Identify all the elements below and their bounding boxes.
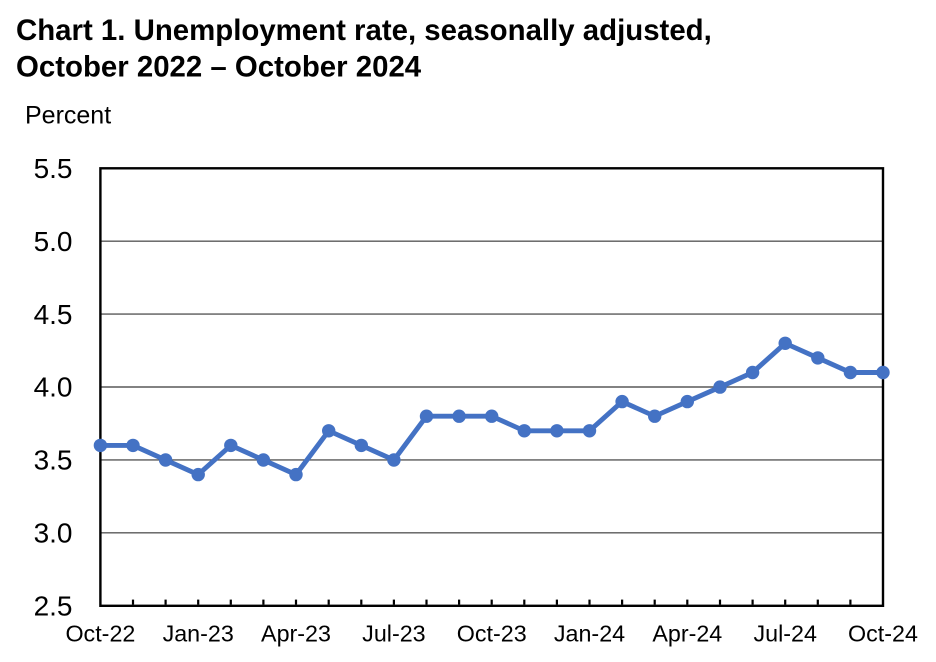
svg-text:Jan-24: Jan-24 — [554, 621, 625, 647]
svg-text:4.0: 4.0 — [34, 372, 73, 403]
svg-text:Chart 1. Unemployment rate, se: Chart 1. Unemployment rate, seasonally a… — [16, 14, 712, 47]
svg-text:Jul-24: Jul-24 — [753, 621, 816, 647]
svg-text:Apr-24: Apr-24 — [652, 621, 722, 647]
svg-text:5.0: 5.0 — [34, 226, 73, 257]
svg-text:Percent: Percent — [25, 102, 111, 130]
svg-text:4.5: 4.5 — [34, 299, 73, 330]
svg-text:Jan-23: Jan-23 — [163, 621, 234, 647]
svg-text:Jul-23: Jul-23 — [362, 621, 425, 647]
svg-text:2.5: 2.5 — [34, 591, 73, 622]
svg-text:Oct-23: Oct-23 — [457, 621, 527, 647]
svg-text:Oct-22: Oct-22 — [65, 621, 135, 647]
svg-text:3.0: 3.0 — [34, 518, 73, 549]
svg-text:3.5: 3.5 — [34, 445, 73, 476]
svg-text:October 2022 – October 2024: October 2022 – October 2024 — [16, 51, 422, 84]
svg-text:Apr-23: Apr-23 — [261, 621, 331, 647]
svg-text:5.5: 5.5 — [34, 153, 73, 184]
svg-text:Oct-24: Oct-24 — [848, 621, 918, 647]
